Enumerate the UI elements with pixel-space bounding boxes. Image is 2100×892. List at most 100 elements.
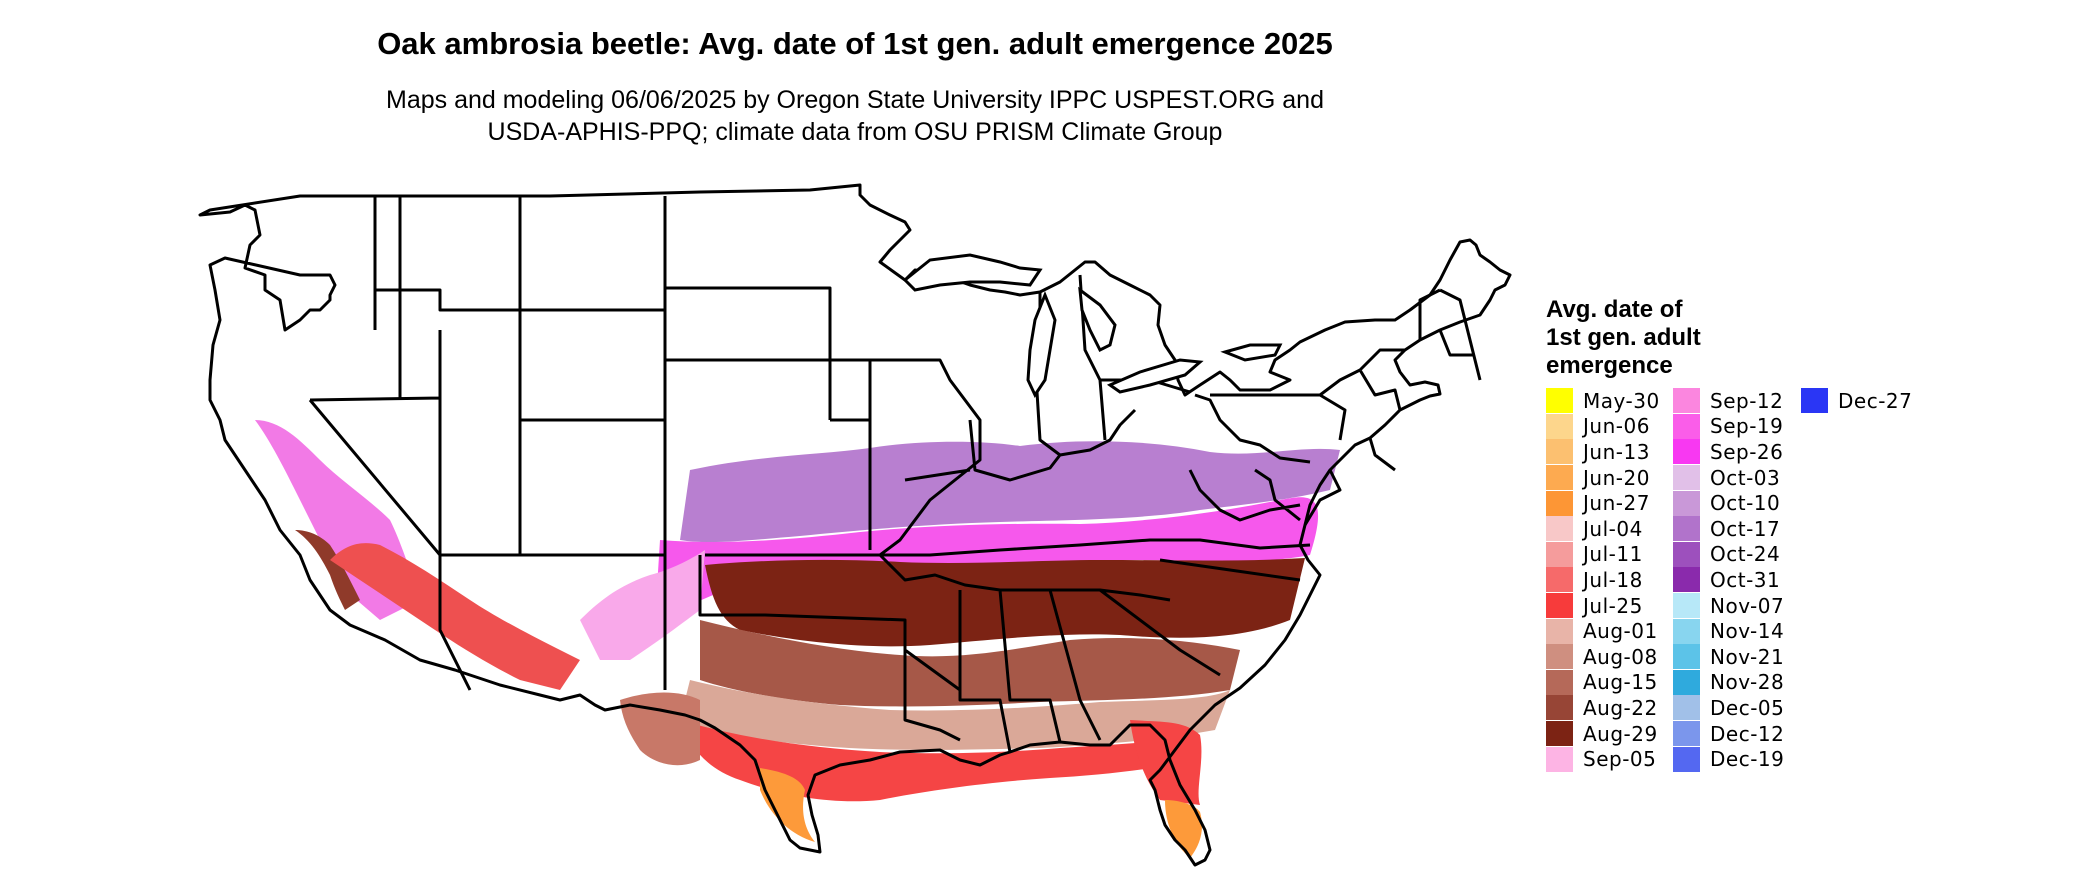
zone-west-texas-brown	[620, 692, 700, 766]
us-outline	[198, 183, 1512, 867]
legend-label: Jun-06	[1583, 414, 1650, 439]
legend-swatch	[1673, 413, 1700, 439]
legend-label: Oct-24	[1710, 542, 1781, 567]
legend-column-3: Dec-27	[1801, 388, 1912, 414]
legend-label: Aug-01	[1583, 619, 1658, 644]
legend-item: Jul-25	[1546, 593, 1660, 619]
map-subtitle: Maps and modeling 06/06/2025 by Oregon S…	[0, 84, 1710, 148]
legend-label: Sep-19	[1710, 414, 1784, 439]
legend-item: Dec-27	[1801, 388, 1912, 414]
legend-item: May-30	[1546, 388, 1660, 414]
map-title: Oak ambrosia beetle: Avg. date of 1st ge…	[377, 26, 1333, 61]
lake-huron	[1078, 286, 1117, 353]
lake-michigan	[1026, 290, 1057, 399]
legend-swatch	[1673, 593, 1700, 619]
legend-item: Dec-12	[1673, 721, 1784, 747]
legend-label: Dec-05	[1710, 695, 1785, 720]
zone-jul-red	[680, 720, 1200, 802]
legend-swatch	[1546, 439, 1573, 465]
legend-label: Jul-25	[1583, 593, 1643, 618]
legend-label: Jun-20	[1583, 465, 1650, 490]
legend-item: Nov-14	[1673, 618, 1784, 644]
legend-label: Sep-26	[1710, 439, 1784, 464]
subtitle-line-2: USDA-APHIS-PPQ; climate data from OSU PR…	[487, 118, 1223, 146]
legend-title-line-2: 1st gen. adult	[1546, 324, 1701, 351]
legend-swatch	[1673, 439, 1700, 465]
legend-swatch	[1546, 490, 1573, 516]
legend-item: Aug-15	[1546, 669, 1660, 696]
legend-swatch	[1546, 413, 1573, 439]
legend-swatch	[1673, 695, 1700, 721]
legend-item: Jul-18	[1546, 567, 1660, 593]
legend-label: Jun-13	[1583, 439, 1650, 464]
legend-swatch	[1546, 618, 1573, 644]
legend-swatch	[1546, 516, 1573, 542]
legend-item: Sep-19	[1673, 413, 1784, 440]
legend-swatch	[1546, 541, 1573, 567]
legend-swatch	[1673, 465, 1700, 491]
legend-label: Nov-21	[1710, 644, 1785, 669]
legend-item: Sep-12	[1673, 388, 1784, 414]
legend-label: Jul-18	[1583, 567, 1643, 592]
lake-superior	[902, 253, 1043, 292]
legend-item: Aug-08	[1546, 644, 1660, 670]
legend-swatch	[1673, 388, 1700, 414]
legend-swatch	[1546, 593, 1573, 619]
legend-label: Dec-27	[1838, 388, 1913, 413]
zone-aug-dark	[705, 558, 1305, 647]
legend-swatch	[1673, 618, 1700, 644]
legend-swatch	[1546, 644, 1573, 670]
legend-item: Aug-22	[1546, 695, 1660, 721]
legend-swatch	[1546, 388, 1573, 414]
legend-label: Oct-31	[1710, 567, 1781, 592]
legend-label: Nov-28	[1710, 670, 1785, 695]
legend-title: Avg. date of 1st gen. adult emergence	[1546, 296, 1701, 380]
legend-item: Aug-29	[1546, 721, 1660, 747]
legend-swatch	[1546, 695, 1573, 721]
zone-sw-brown	[295, 530, 360, 610]
zone-sw-pink	[580, 550, 705, 660]
legend-label: Sep-05	[1583, 747, 1657, 772]
legend-title-line-3: emergence	[1546, 352, 1673, 379]
legend-swatch	[1546, 669, 1573, 695]
legend-item: Nov-07	[1673, 593, 1784, 619]
legend-label: Dec-19	[1710, 747, 1785, 772]
legend-swatch	[1673, 490, 1700, 516]
zone-sw-red	[330, 543, 580, 690]
legend-swatch	[1546, 567, 1573, 593]
legend-item: Jun-13	[1546, 439, 1660, 465]
legend-item: Nov-28	[1673, 669, 1785, 696]
legend-label: Aug-15	[1583, 670, 1658, 695]
legend-title-line-1: Avg. date of	[1546, 296, 1683, 323]
legend-label: Sep-12	[1710, 388, 1784, 413]
emergence-zones	[255, 420, 1340, 858]
legend-swatch	[1673, 721, 1700, 747]
subtitle-line-1: Maps and modeling 06/06/2025 by Oregon S…	[386, 86, 1324, 114]
legend-column-2: Sep-12 Sep-19 Sep-26 Oct-03 Oct-10 Oct-17 Oct-…	[1673, 388, 1784, 772]
legend-item: Oct-10	[1673, 490, 1784, 516]
legend-item: Oct-03	[1673, 465, 1784, 491]
legend-label: Oct-10	[1710, 491, 1781, 516]
legend-label: Oct-03	[1710, 465, 1781, 490]
legend-label: Jul-11	[1583, 542, 1643, 567]
legend-item: Sep-05	[1546, 746, 1660, 772]
legend-item: Oct-24	[1673, 541, 1784, 568]
legend-swatch	[1801, 388, 1828, 414]
legend-item: Dec-05	[1673, 695, 1784, 721]
legend-item: Jul-04	[1546, 516, 1660, 542]
legend-swatch	[1673, 567, 1700, 593]
zone-oct-purple	[680, 441, 1340, 543]
legend-label: Aug-29	[1583, 721, 1658, 746]
legend-item: Jun-27	[1546, 490, 1660, 516]
legend-item: Aug-01	[1546, 618, 1660, 644]
legend-label: Aug-08	[1583, 644, 1658, 669]
legend-label: Nov-07	[1710, 593, 1785, 618]
legend-item: Jun-06	[1546, 413, 1660, 440]
legend-item: Oct-17	[1673, 516, 1784, 542]
legend-column-1: May-30 Jun-06 Jun-13 Jun-20 Jun-27 Jul-04 Jul-…	[1546, 388, 1660, 772]
legend-item: Sep-26	[1673, 439, 1784, 465]
legend-item: Jul-11	[1546, 541, 1660, 568]
legend-item: Dec-19	[1673, 746, 1784, 772]
legend-label: Aug-22	[1583, 695, 1658, 720]
legend-item: Oct-31	[1673, 567, 1784, 593]
